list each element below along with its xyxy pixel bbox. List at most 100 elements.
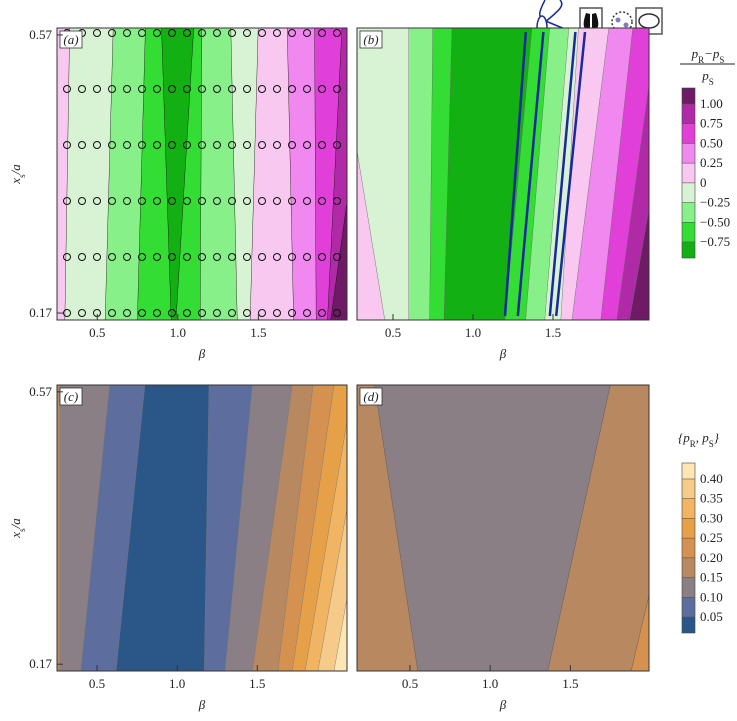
sample-point bbox=[138, 309, 146, 317]
panel-label-box bbox=[359, 30, 383, 49]
colorbar-label: 0.15 bbox=[700, 570, 723, 585]
colorbar-band bbox=[682, 242, 695, 258]
sample-point bbox=[303, 253, 311, 261]
sample-point bbox=[273, 85, 281, 93]
contour-region bbox=[547, 385, 649, 671]
sample-point bbox=[108, 309, 116, 317]
colorbar-band bbox=[682, 182, 695, 203]
text-part: p bbox=[691, 46, 699, 61]
sample-point bbox=[108, 29, 116, 37]
sample-point bbox=[198, 29, 206, 37]
contour-region bbox=[250, 28, 294, 320]
sample-point bbox=[243, 85, 251, 93]
contour-region bbox=[60, 385, 110, 671]
sample-point bbox=[168, 29, 176, 37]
colorbar-band bbox=[682, 538, 695, 558]
x-tick-label: 0.5 bbox=[385, 325, 401, 340]
sample-point bbox=[273, 309, 281, 317]
sample-point bbox=[108, 85, 116, 93]
panel-label-box bbox=[59, 30, 83, 49]
sample-point bbox=[198, 197, 206, 205]
subscript: R bbox=[690, 439, 696, 449]
sample-point bbox=[318, 309, 326, 317]
sample-point bbox=[123, 141, 131, 149]
sample-point bbox=[288, 141, 296, 149]
x-tick-label: 0.5 bbox=[89, 676, 105, 691]
sample-point bbox=[273, 141, 281, 149]
sample-point bbox=[138, 253, 146, 261]
colorbar-title-numerator: pR−pS bbox=[691, 46, 725, 65]
sample-point bbox=[153, 253, 161, 261]
contour-region bbox=[631, 596, 649, 671]
sample-point bbox=[288, 29, 296, 37]
sample-point bbox=[168, 85, 176, 93]
text-part: x bbox=[8, 178, 23, 185]
contour-region bbox=[81, 385, 146, 671]
sample-point bbox=[183, 141, 191, 149]
sample-point bbox=[108, 253, 116, 261]
panel-label-box bbox=[59, 387, 83, 406]
panel-label: (c) bbox=[64, 389, 78, 404]
subscript: S bbox=[709, 439, 714, 449]
x-tick-label: 1.0 bbox=[482, 676, 498, 691]
contour-line bbox=[629, 208, 649, 320]
colorbar-band bbox=[682, 222, 695, 242]
sample-point bbox=[63, 309, 71, 317]
colorbar-band bbox=[682, 123, 695, 144]
subscript: S bbox=[709, 77, 714, 87]
contour-region bbox=[57, 28, 70, 320]
sample-point bbox=[93, 197, 101, 205]
sample-point bbox=[273, 197, 281, 205]
y-tick-label: 0.57 bbox=[29, 27, 52, 42]
x-tick-label: 1.5 bbox=[545, 325, 561, 340]
sample-point bbox=[93, 85, 101, 93]
colorbar-band bbox=[682, 202, 695, 223]
sample-point bbox=[78, 253, 86, 261]
contour-region bbox=[314, 28, 343, 320]
sample-point bbox=[123, 85, 131, 93]
contour-region bbox=[65, 28, 114, 320]
contour-region bbox=[429, 28, 453, 320]
sample-point bbox=[78, 197, 86, 205]
sample-point bbox=[258, 253, 266, 261]
contour-plot bbox=[57, 28, 347, 320]
sample-point bbox=[228, 197, 236, 205]
colorbar-band bbox=[682, 597, 695, 617]
contour-region bbox=[525, 28, 569, 320]
colorbar-band bbox=[682, 479, 695, 499]
sample-point bbox=[63, 197, 71, 205]
contour-region bbox=[561, 28, 609, 320]
colorbar-label: 0.35 bbox=[700, 491, 723, 506]
sample-point bbox=[93, 29, 101, 37]
sample-point bbox=[288, 309, 296, 317]
contour-region bbox=[374, 385, 611, 671]
sample-point bbox=[228, 309, 236, 317]
contour-region bbox=[318, 510, 347, 671]
boundary-line bbox=[548, 31, 577, 317]
contour-line bbox=[330, 200, 347, 320]
colorbar-band bbox=[682, 498, 695, 519]
sample-point bbox=[258, 309, 266, 317]
icon-dot bbox=[623, 22, 629, 28]
sample-point bbox=[318, 85, 326, 93]
sample-point bbox=[333, 141, 341, 149]
sample-point bbox=[183, 253, 191, 261]
colorbar-label: 0.75 bbox=[700, 116, 723, 131]
colorbar-band bbox=[682, 463, 695, 479]
subscript: S bbox=[719, 55, 724, 65]
sample-point bbox=[213, 309, 221, 317]
contour-line bbox=[630, 594, 649, 671]
sample-point bbox=[153, 85, 161, 93]
contour-region bbox=[176, 28, 202, 320]
sample-point bbox=[198, 253, 206, 261]
sample-point bbox=[318, 197, 326, 205]
sample-point bbox=[243, 197, 251, 205]
sample-point bbox=[63, 85, 71, 93]
sample-point bbox=[213, 85, 221, 93]
sample-point bbox=[153, 29, 161, 37]
colorbar-band bbox=[682, 557, 695, 578]
colorbar-label: 0.25 bbox=[700, 530, 723, 545]
sample-point bbox=[168, 197, 176, 205]
sample-point bbox=[243, 253, 251, 261]
